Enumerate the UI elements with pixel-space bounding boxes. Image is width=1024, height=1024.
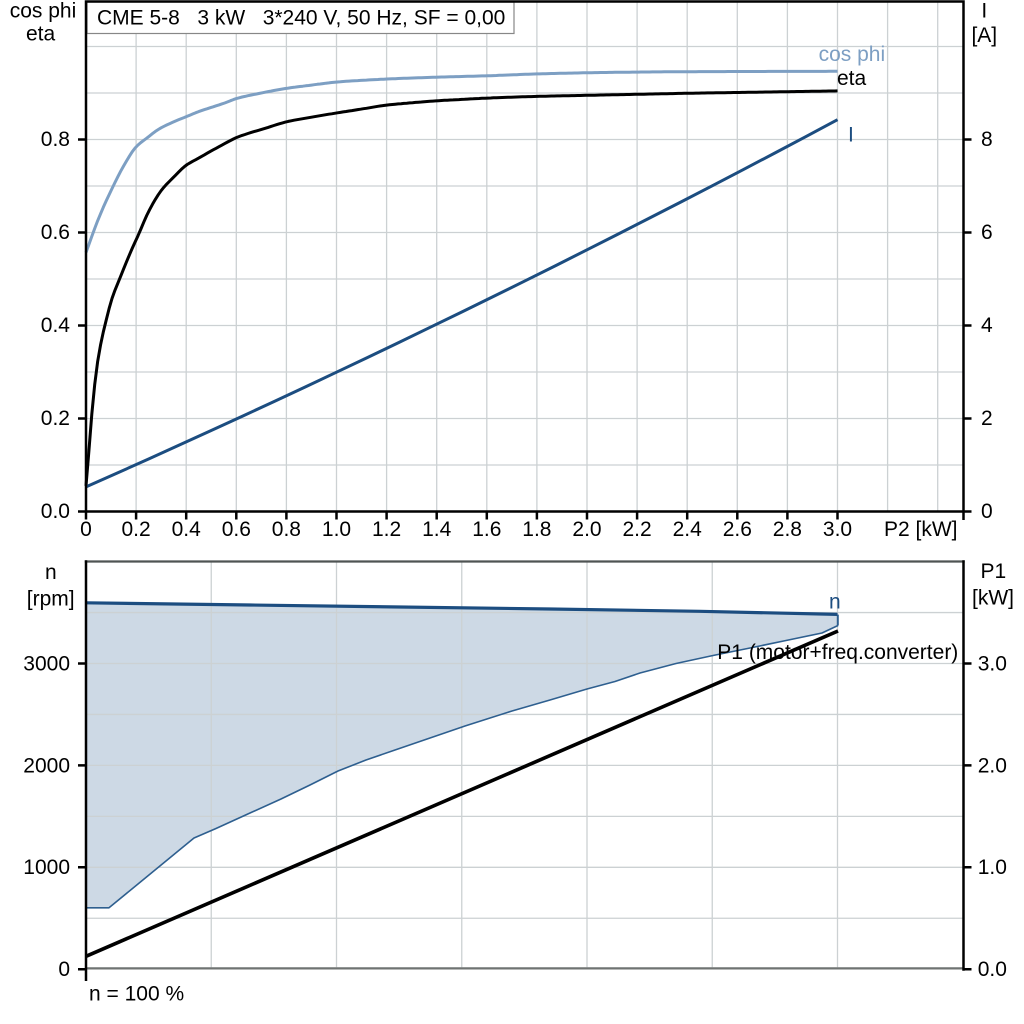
svg-text:I: I — [981, 0, 987, 23]
svg-text:3.0: 3.0 — [823, 518, 852, 541]
svg-text:eta: eta — [26, 23, 56, 46]
svg-text:cos phi: cos phi — [819, 43, 886, 66]
svg-text:1.2: 1.2 — [372, 518, 401, 541]
svg-text:n = 100 %: n = 100 % — [89, 983, 184, 1006]
svg-text:1.8: 1.8 — [522, 518, 551, 541]
svg-text:0.8: 0.8 — [272, 518, 301, 541]
svg-text:[kW]: [kW] — [972, 587, 1014, 610]
svg-text:8: 8 — [981, 128, 993, 151]
svg-text:2.8: 2.8 — [773, 518, 802, 541]
svg-text:2.4: 2.4 — [673, 518, 703, 541]
svg-text:2.0: 2.0 — [978, 754, 1007, 777]
svg-text:3000: 3000 — [23, 652, 70, 675]
svg-text:2.2: 2.2 — [622, 518, 651, 541]
svg-text:I: I — [848, 124, 854, 147]
svg-text:n: n — [45, 561, 57, 584]
svg-text:2000: 2000 — [23, 754, 70, 777]
svg-text:0: 0 — [981, 500, 993, 523]
svg-text:0.0: 0.0 — [41, 500, 70, 523]
svg-text:2: 2 — [981, 407, 993, 430]
svg-text:0.6: 0.6 — [222, 518, 251, 541]
svg-text:1.0: 1.0 — [322, 518, 351, 541]
svg-text:cos phi: cos phi — [10, 0, 77, 23]
svg-text:0.6: 0.6 — [41, 221, 70, 244]
svg-text:2.0: 2.0 — [572, 518, 601, 541]
svg-text:1.4: 1.4 — [422, 518, 452, 541]
svg-text:3.0: 3.0 — [978, 652, 1007, 675]
svg-text:1.6: 1.6 — [472, 518, 501, 541]
svg-text:[rpm]: [rpm] — [27, 588, 75, 611]
svg-text:P1 (motor+freq.converter): P1 (motor+freq.converter) — [717, 641, 958, 664]
svg-text:2.6: 2.6 — [723, 518, 752, 541]
svg-text:0: 0 — [58, 958, 70, 981]
svg-text:4: 4 — [981, 314, 993, 337]
svg-text:CME 5-8 3 kW 3*240 V, 50 H: CME 5-8 3 kW 3*240 V, 50 Hz, SF = 0,00 — [97, 7, 505, 30]
svg-text:0.4: 0.4 — [41, 314, 71, 337]
svg-text:1000: 1000 — [23, 856, 70, 879]
svg-text:P1: P1 — [981, 560, 1007, 583]
svg-text:P2 [kW]: P2 [kW] — [884, 518, 958, 541]
svg-text:0.2: 0.2 — [121, 518, 150, 541]
svg-text:0.2: 0.2 — [41, 407, 70, 430]
svg-text:0.4: 0.4 — [172, 518, 202, 541]
svg-text:0.8: 0.8 — [41, 128, 70, 151]
svg-text:[A]: [A] — [971, 24, 997, 47]
svg-text:6: 6 — [981, 221, 993, 244]
svg-text:1.0: 1.0 — [978, 856, 1007, 879]
svg-text:n: n — [829, 591, 841, 614]
svg-text:0: 0 — [80, 518, 92, 541]
svg-text:eta: eta — [837, 67, 867, 90]
svg-text:0.0: 0.0 — [978, 958, 1007, 981]
